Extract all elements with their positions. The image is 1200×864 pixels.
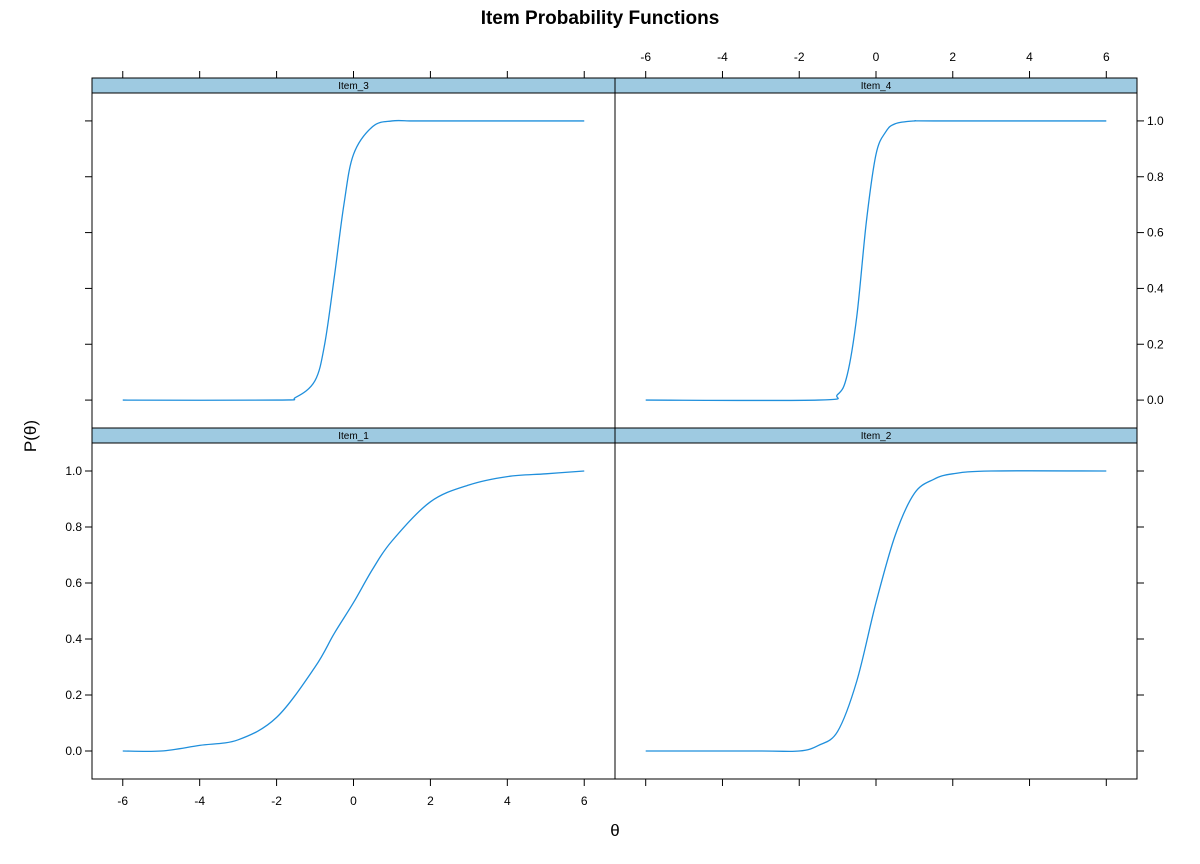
x-tick-label: -6 xyxy=(640,50,651,64)
y-tick-label: 0.2 xyxy=(65,688,82,702)
panel-frame xyxy=(614,92,1138,429)
series-line xyxy=(645,470,1107,753)
x-tick-label: -6 xyxy=(117,794,128,808)
chart-title: Item Probability Functions xyxy=(481,8,720,29)
series-line xyxy=(645,120,1107,402)
panel-grid: Item_3 Item_4 Item_1 Item_2 xyxy=(91,77,1138,780)
y-tick-label: 1.0 xyxy=(65,464,82,478)
y-axis-title: P(θ) xyxy=(21,420,40,452)
panel-frame xyxy=(91,442,616,780)
x-tick-label: 2 xyxy=(427,794,434,808)
x-tick-label: 0 xyxy=(873,50,880,64)
x-tick-label: 0 xyxy=(350,794,357,808)
panel-strip-label: Item_3 xyxy=(338,81,369,92)
x-tick-label: 2 xyxy=(949,50,956,64)
panel-strip xyxy=(614,427,1138,444)
axes: -6 -6 -4 -4 -2 -2 0 0 2 2 4 4 6 6 0.0 0.0 0.2 0.2 0.4 0.4 0.… xyxy=(65,50,1164,808)
panel-strip-label: Item_2 xyxy=(861,431,892,442)
series-line xyxy=(122,470,585,753)
panel-item-3: Item_3 xyxy=(91,77,616,429)
panel-strip-label: Item_4 xyxy=(861,81,892,92)
panel-frame xyxy=(91,92,616,429)
x-tick-label: -4 xyxy=(194,794,205,808)
panel-item-4: Item_4 xyxy=(614,77,1138,429)
y-tick-label: 0.6 xyxy=(1147,226,1164,240)
x-axis-title: θ xyxy=(610,821,619,840)
y-tick-label: 0.6 xyxy=(65,576,82,590)
y-tick-label: 0.8 xyxy=(1147,170,1164,184)
y-tick-label: 0.0 xyxy=(65,744,82,758)
x-tick-label: -4 xyxy=(717,50,728,64)
y-tick-label: 0.8 xyxy=(65,520,82,534)
x-tick-label: 6 xyxy=(1103,50,1110,64)
x-tick-label: 4 xyxy=(504,794,511,808)
panel-frame xyxy=(614,442,1138,780)
panel-item-1: Item_1 xyxy=(91,427,616,780)
x-tick-label: 4 xyxy=(1026,50,1033,64)
panel-item-2: Item_2 xyxy=(614,427,1138,780)
y-tick-label: 0.0 xyxy=(1147,393,1164,407)
y-tick-label: 0.4 xyxy=(1147,281,1164,295)
y-tick-label: 0.4 xyxy=(65,632,82,646)
x-tick-label: -2 xyxy=(271,794,282,808)
y-tick-label: 1.0 xyxy=(1147,114,1164,128)
x-tick-label: -2 xyxy=(794,50,805,64)
y-tick-label: 0.2 xyxy=(1147,337,1164,351)
x-tick-label: 6 xyxy=(581,794,588,808)
panel-strip-label: Item_1 xyxy=(338,431,369,442)
series-line xyxy=(122,119,585,401)
